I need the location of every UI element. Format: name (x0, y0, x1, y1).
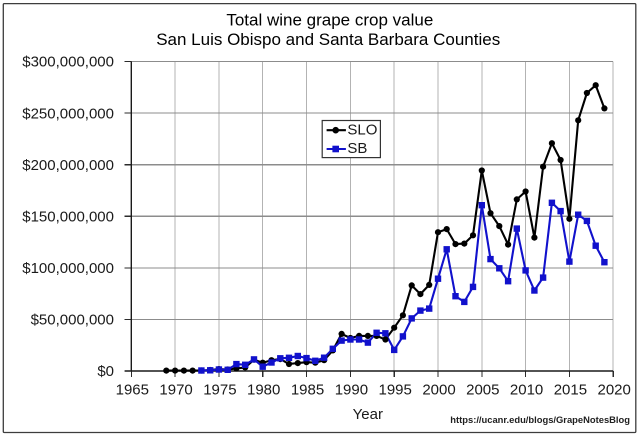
svg-text:Year: Year (353, 406, 383, 423)
svg-text:$0: $0 (97, 363, 114, 380)
svg-text:1975: 1975 (203, 381, 236, 398)
svg-text:$200,000,000: $200,000,000 (22, 157, 114, 174)
svg-text:$50,000,000: $50,000,000 (31, 312, 114, 329)
svg-text:2000: 2000 (422, 381, 455, 398)
svg-text:San Luis Obispo and Santa Barb: San Luis Obispo and Santa Barbara Counti… (156, 30, 500, 49)
svg-text:$300,000,000: $300,000,000 (22, 54, 114, 71)
svg-text:SLO: SLO (347, 121, 377, 138)
svg-text:https://ucanr.edu/blogs/GrapeN: https://ucanr.edu/blogs/GrapeNotesBlog (450, 414, 630, 425)
svg-text:1985: 1985 (291, 381, 324, 398)
svg-text:1970: 1970 (159, 381, 192, 398)
svg-text:SB: SB (347, 140, 367, 157)
svg-text:$250,000,000: $250,000,000 (22, 105, 114, 122)
svg-text:1980: 1980 (247, 381, 280, 398)
svg-text:2020: 2020 (598, 381, 631, 398)
svg-text:2010: 2010 (510, 381, 543, 398)
svg-text:1990: 1990 (335, 381, 368, 398)
svg-text:2005: 2005 (466, 381, 499, 398)
svg-text:Total wine grape crop value: Total wine grape crop value (226, 10, 433, 29)
svg-text:$150,000,000: $150,000,000 (22, 208, 114, 225)
svg-text:1995: 1995 (379, 381, 412, 398)
svg-text:$100,000,000: $100,000,000 (22, 260, 114, 277)
svg-text:1965: 1965 (116, 381, 149, 398)
svg-text:2015: 2015 (554, 381, 587, 398)
